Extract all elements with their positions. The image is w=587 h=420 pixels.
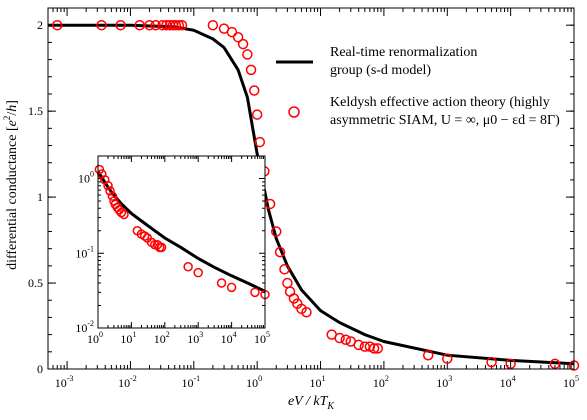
inset-keldysh-point: [183, 261, 193, 272]
keldysh-point: [442, 353, 453, 364]
legend-label-keldysh-line1: Keldysh effective action theory (highly: [330, 95, 550, 110]
y-tick-label: 2: [37, 18, 43, 32]
x-tick-label: 104: [500, 374, 516, 390]
keldysh-point: [170, 19, 182, 31]
inset-x-tick-label: 100: [87, 330, 103, 346]
keldysh-point: [157, 19, 168, 31]
keldysh-point: [486, 356, 497, 368]
keldysh-point: [226, 26, 238, 38]
inset-keldysh-point: [193, 267, 203, 278]
legend-label-rg-line1: Real-time renormalization: [330, 45, 477, 60]
inset-background: [98, 156, 265, 328]
keldysh-point: [340, 334, 352, 346]
keldysh-point: [134, 19, 145, 31]
keldysh-point: [505, 358, 516, 370]
x-tick-label: 105: [563, 374, 579, 390]
keldysh-point: [274, 246, 286, 258]
x-tick-label: 102: [373, 374, 389, 390]
keldysh-point: [288, 293, 300, 304]
inset-keldysh-point: [107, 191, 118, 201]
x-tick-label: 10-1: [181, 374, 200, 390]
keldysh-point: [368, 343, 380, 354]
x-tick-label: 10-2: [118, 374, 137, 390]
keldysh-point: [353, 339, 364, 351]
inset-keldysh-point: [116, 207, 127, 218]
inset-keldysh-point: [250, 287, 260, 298]
rg-curve: [48, 23, 575, 366]
inset-x-tick-label: 102: [154, 330, 170, 346]
keldysh-point: [264, 198, 276, 210]
inset-y-tick-label: 100: [78, 170, 94, 186]
x-tick-label: 101: [310, 374, 326, 390]
keldysh-point: [549, 358, 561, 370]
x-axis-label: eV / kTK: [288, 394, 335, 412]
legend-label-keldysh-line2: asymmetric SIAM, U = ∞, μ0 − εd = 8Γ): [330, 113, 560, 128]
x-tick-label: 10-3: [55, 374, 74, 390]
keldysh-point: [96, 19, 107, 31]
keldysh-point: [301, 307, 312, 318]
keldysh-point: [334, 332, 345, 344]
y-tick-label: 0.5: [28, 276, 43, 290]
keldysh-point: [372, 343, 384, 354]
legend-marker-swatch: [288, 106, 300, 118]
inset-keldysh-point: [139, 231, 150, 241]
keldysh-point: [144, 19, 155, 31]
inset-keldysh-point: [156, 242, 167, 253]
keldysh-point: [232, 31, 244, 43]
y-axis-label: differential conductance [e2/h]: [2, 100, 20, 270]
keldysh-point: [251, 109, 263, 120]
keldysh-point: [176, 19, 188, 31]
y-tick-label: 1.5: [28, 104, 43, 118]
keldysh-point: [279, 264, 290, 275]
keldysh-point: [207, 19, 219, 31]
inset-keldysh-point: [119, 209, 129, 220]
keldysh-point: [52, 19, 63, 31]
keldysh-point: [245, 64, 257, 76]
keldysh-point: [282, 277, 293, 289]
inset-x-tick-label: 104: [221, 330, 237, 346]
keldysh-point: [173, 19, 185, 31]
y-tick-label: 1: [37, 190, 43, 204]
keldysh-point: [150, 19, 161, 31]
inset-x-tick-label: 105: [254, 330, 270, 346]
keldysh-point: [249, 85, 260, 96]
inset-plot-frame: [97, 155, 266, 329]
inset-keldysh-point: [216, 278, 227, 288]
legend-label-rg-line2: group (s-d model): [330, 63, 431, 78]
main-plot-frame: [47, 7, 575, 370]
keldysh-point: [237, 38, 249, 50]
inset-keldysh-point: [105, 186, 115, 196]
keldysh-point: [242, 49, 253, 60]
y-tick-label: 0: [37, 362, 43, 376]
x-tick-label: 103: [436, 374, 452, 390]
inset-keldysh-point: [226, 282, 237, 293]
keldysh-point: [422, 349, 434, 361]
inset-x-tick-label: 101: [120, 330, 136, 346]
x-tick-label: 100: [246, 374, 262, 390]
keldysh-point: [254, 136, 266, 148]
keldysh-point: [115, 19, 126, 31]
keldysh-point: [270, 226, 282, 237]
inset-keldysh-point: [103, 180, 113, 191]
inset-y-tick-label: 10-1: [75, 244, 94, 260]
inset-x-tick-label: 103: [187, 330, 203, 346]
legend: Real-time renormalization group (s-d mod…: [276, 45, 560, 128]
